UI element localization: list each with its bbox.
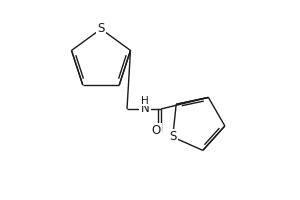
Text: N: N xyxy=(141,102,149,116)
Text: S: S xyxy=(169,130,176,144)
Text: S: S xyxy=(97,22,105,36)
Text: O: O xyxy=(152,124,160,138)
Text: H: H xyxy=(141,96,149,106)
